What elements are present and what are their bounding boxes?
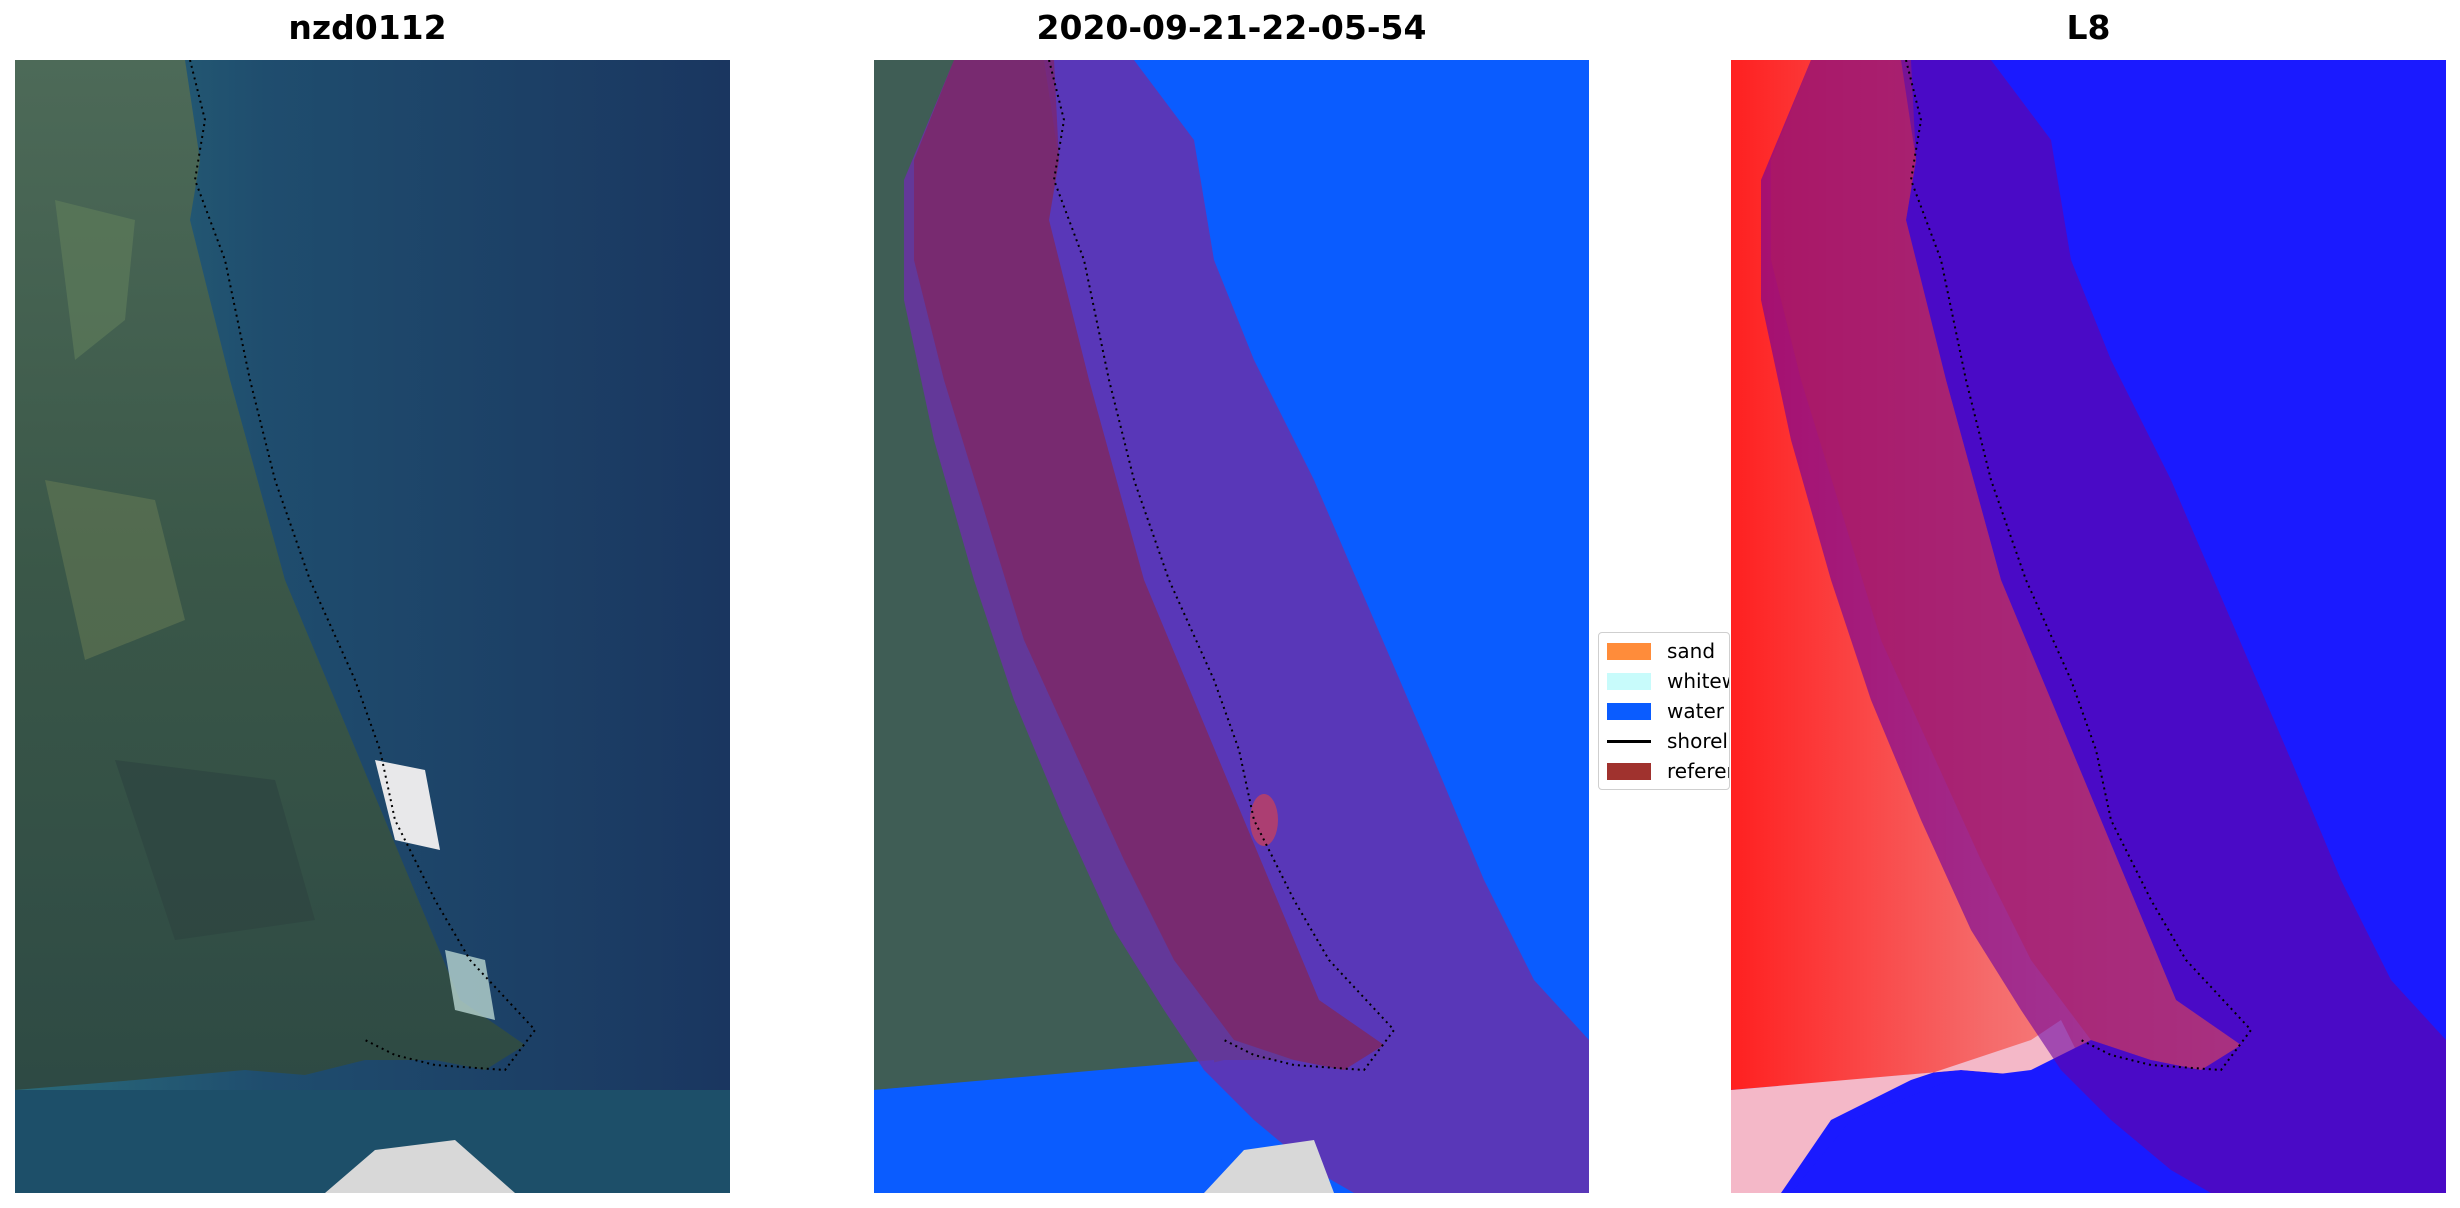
legend-label-reference: reference xyxy=(1667,759,1729,783)
classification-panel xyxy=(874,60,1589,1193)
legend-swatch-water xyxy=(1607,702,1651,720)
panel-title-l8: L8 xyxy=(2066,8,2111,47)
legend-item-reference: reference xyxy=(1607,759,1729,783)
legend-item-water: water xyxy=(1607,699,1724,723)
l8-panel xyxy=(1731,60,2446,1193)
legend-label-shoreline: shoreline xyxy=(1667,729,1729,753)
legend-swatch-shoreline xyxy=(1607,733,1651,750)
legend-label-sand: sand xyxy=(1667,639,1716,663)
rgb-satellite-image xyxy=(15,60,730,1193)
legend-label-water: water xyxy=(1667,699,1724,723)
panel-title-classified: 2020-09-21-22-05-54 xyxy=(1036,8,1427,47)
l8-image xyxy=(1731,60,2446,1193)
legend-swatch-reference xyxy=(1607,762,1651,780)
legend-swatch-sand xyxy=(1607,642,1651,660)
panel-title-rgb: nzd0112 xyxy=(288,8,447,47)
legend-item-shoreline: shoreline xyxy=(1607,729,1729,753)
legend-item-sand: sand xyxy=(1607,639,1715,663)
classified-image xyxy=(874,60,1589,1193)
rgb-image-panel xyxy=(15,60,730,1193)
legend-swatch-whitewater xyxy=(1607,672,1651,690)
